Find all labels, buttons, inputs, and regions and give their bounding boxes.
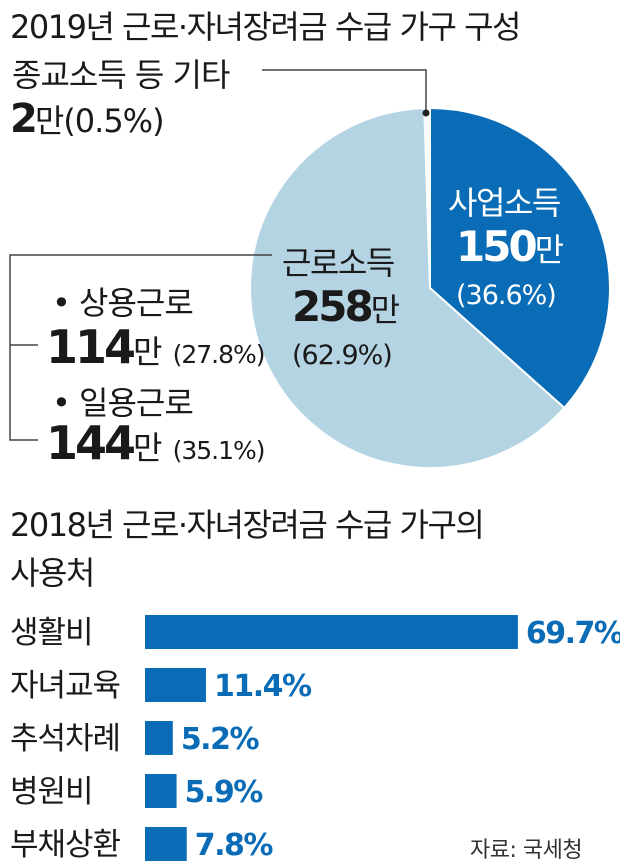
labor-unit: 만 [370, 291, 400, 329]
bar-value-label: 11.4% [214, 669, 312, 704]
other-unit: 만 [34, 102, 64, 140]
pie-slice-labor [249, 107, 566, 469]
business-pct: (36.6%) [456, 280, 557, 311]
bar [145, 774, 177, 808]
regular-pct: (27.8%) [172, 340, 266, 369]
pie-slice-business [429, 106, 611, 410]
bar-chart-title-line2: 사용처 [10, 554, 95, 592]
labor-breakdown-bracket [9, 254, 272, 441]
bar-value-label: 5.2% [181, 722, 260, 757]
business-unit: 만 [534, 231, 564, 269]
daily-value: 144 [46, 416, 136, 470]
other-label: 종교소득 등 기타 [12, 56, 230, 94]
bar-category-label: 추석차례 [10, 721, 120, 757]
labor-pct: (62.9%) [292, 340, 393, 371]
regular-value-group: 114만 (27.8%) [46, 320, 266, 374]
labor-value: 258 [292, 282, 374, 331]
bar-chart: 생활비 69.7% 자녀교육 11.4% 추석차례 5.2% 병원비 5.9% 부채상환 7.8% [10, 615, 620, 863]
pie-chart [249, 106, 611, 469]
pie-slice-other [423, 106, 431, 289]
daily-value-group: 144만 (35.1%) [46, 416, 266, 470]
pie-chart-title: 2019년 근로·자녀장려금 수급 가구 구성 [10, 8, 521, 46]
daily-label: • 일용근로 [52, 384, 194, 422]
bar-category-label: 생활비 [10, 615, 93, 651]
bar-category-label: 부채상환 [10, 827, 121, 863]
bar-value-label: 7.8% [195, 828, 274, 863]
source-note: 자료: 국세청 [470, 838, 583, 863]
daily-unit: 만 [133, 429, 162, 467]
bar-category-label: 병원비 [10, 774, 93, 810]
labor-value-group: 258만 [292, 282, 400, 331]
regular-unit: 만 [133, 333, 162, 371]
business-value-group: 150만 [456, 222, 564, 271]
regular-value: 114 [46, 320, 136, 374]
bar [145, 668, 206, 702]
bar [145, 615, 518, 649]
other-pct: (0.5%) [63, 102, 164, 140]
bar [145, 721, 173, 755]
bar-value-label: 69.7% [526, 616, 620, 651]
other-leader-dot [422, 109, 430, 117]
labor-label: 근로소득 [282, 244, 395, 282]
other-value: 2 [10, 96, 38, 142]
regular-label: • 상용근로 [52, 284, 194, 322]
other-value-group: 2만(0.5%) [10, 96, 165, 142]
daily-pct: (35.1%) [172, 436, 266, 465]
bar-chart-title-line1: 2018년 근로·자녀장려금 수급 가구의 [10, 506, 485, 544]
business-label: 사업소득 [448, 184, 561, 222]
other-leader-line [262, 69, 427, 112]
bar-value-label: 5.9% [185, 775, 264, 810]
business-value: 150 [456, 222, 538, 271]
bar [145, 827, 187, 861]
bar-category-label: 자녀교육 [10, 668, 120, 704]
